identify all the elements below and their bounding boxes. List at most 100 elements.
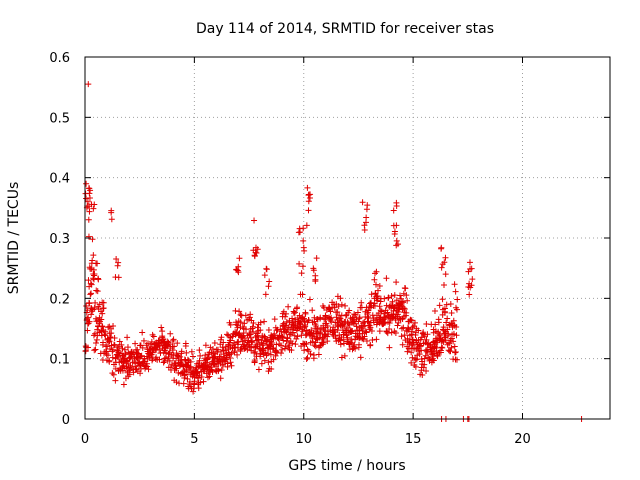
data-point xyxy=(99,310,106,317)
data-point xyxy=(91,347,98,354)
data-point xyxy=(84,344,91,351)
data-point xyxy=(408,328,415,335)
data-point xyxy=(453,356,460,363)
y-tick-label: 0.3 xyxy=(49,232,70,247)
data-point xyxy=(174,340,181,347)
data-point xyxy=(310,267,317,274)
data-point xyxy=(337,341,344,348)
data-point xyxy=(120,362,127,369)
data-point xyxy=(280,337,287,344)
data-point xyxy=(124,344,131,351)
data-point xyxy=(299,291,306,298)
data-point xyxy=(466,259,473,266)
data-point xyxy=(453,332,460,339)
data-point xyxy=(223,353,230,360)
data-point xyxy=(305,207,312,214)
data-point xyxy=(361,319,368,326)
data-point xyxy=(204,374,211,381)
data-point xyxy=(278,350,285,357)
data-point xyxy=(393,222,400,229)
data-point xyxy=(313,255,320,262)
data-point xyxy=(211,353,218,360)
data-point xyxy=(183,349,190,356)
data-point xyxy=(286,331,293,338)
data-point xyxy=(198,373,205,380)
data-point xyxy=(420,364,427,371)
data-point xyxy=(139,329,146,336)
data-point xyxy=(445,330,452,337)
data-point xyxy=(424,331,431,338)
data-point xyxy=(156,356,163,363)
data-point xyxy=(317,330,324,337)
data-point xyxy=(289,340,296,347)
data-point xyxy=(439,337,446,344)
data-point xyxy=(359,199,366,206)
data-point xyxy=(255,366,262,373)
data-point xyxy=(467,284,474,291)
data-point xyxy=(88,305,95,312)
data-point xyxy=(303,355,310,362)
data-point xyxy=(86,194,93,201)
data-point xyxy=(393,279,400,286)
data-point xyxy=(138,352,145,359)
data-point xyxy=(86,208,93,215)
data-point xyxy=(361,333,368,340)
data-point xyxy=(397,292,404,299)
data-point xyxy=(112,274,119,281)
data-point xyxy=(236,308,243,315)
data-point xyxy=(250,320,257,327)
data-point xyxy=(196,357,203,364)
data-point xyxy=(403,292,410,299)
data-point xyxy=(254,330,261,337)
data-point xyxy=(363,329,370,336)
data-point xyxy=(312,276,319,283)
data-point xyxy=(409,340,416,347)
data-point xyxy=(271,330,278,337)
data-point xyxy=(384,309,391,316)
data-point xyxy=(441,282,448,289)
data-point xyxy=(305,192,312,199)
data-point xyxy=(361,222,368,229)
data-point xyxy=(334,327,341,334)
x-axis-title: GPS time / hours xyxy=(288,458,405,474)
data-point xyxy=(327,308,334,315)
data-point xyxy=(419,358,426,365)
data-point xyxy=(261,272,268,279)
data-point xyxy=(124,334,131,341)
data-point xyxy=(108,330,115,337)
data-point xyxy=(294,333,301,340)
data-point xyxy=(88,281,95,288)
data-point xyxy=(383,275,390,282)
data-point xyxy=(209,368,216,375)
data-point xyxy=(423,336,430,343)
x-tick-label: 15 xyxy=(405,432,422,447)
data-point xyxy=(448,335,455,342)
data-point xyxy=(306,296,313,303)
data-point xyxy=(385,294,392,301)
x-tick-labels: 0 5 10 15 20 xyxy=(81,432,531,447)
data-point xyxy=(419,371,426,378)
data-point xyxy=(433,344,440,351)
data-point xyxy=(301,347,308,354)
data-point xyxy=(261,357,268,364)
data-point xyxy=(324,328,331,335)
data-point xyxy=(443,319,450,326)
data-point xyxy=(108,216,115,223)
data-point xyxy=(83,195,90,202)
data-point xyxy=(398,333,405,340)
data-point xyxy=(296,225,303,232)
data-point xyxy=(234,267,241,274)
data-point xyxy=(254,324,261,331)
data-point xyxy=(376,303,383,310)
data-point xyxy=(356,341,363,348)
grid-layer xyxy=(85,57,610,419)
data-point xyxy=(307,351,314,358)
data-point xyxy=(149,331,156,338)
data-point xyxy=(137,370,144,377)
data-point xyxy=(466,291,473,298)
data-point xyxy=(189,353,196,360)
data-point xyxy=(392,329,399,336)
data-point xyxy=(401,332,408,339)
data-point xyxy=(442,271,449,278)
data-point xyxy=(171,343,178,350)
